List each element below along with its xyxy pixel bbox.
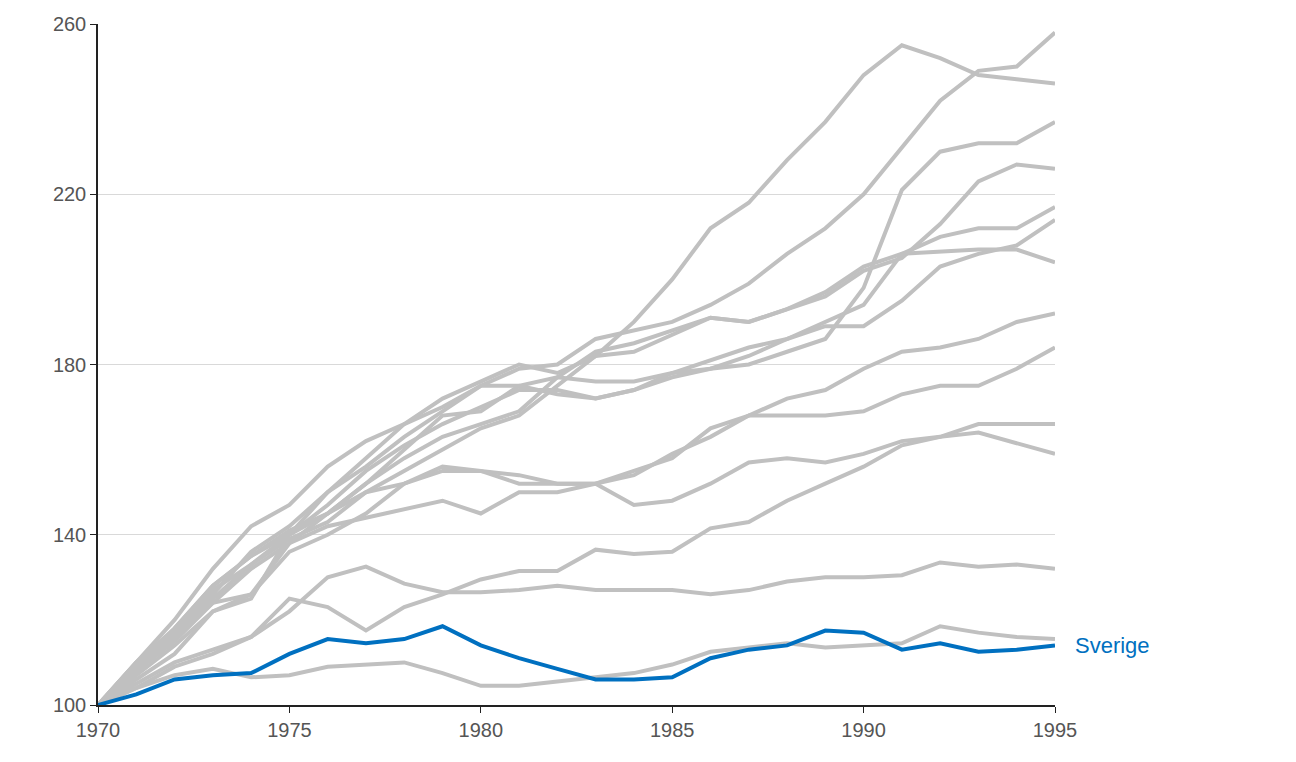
svg-text:140: 140 [53, 524, 86, 546]
svg-text:100: 100 [53, 694, 86, 716]
svg-text:Sverige: Sverige [1075, 633, 1150, 658]
svg-text:1975: 1975 [267, 719, 312, 741]
svg-text:180: 180 [53, 354, 86, 376]
svg-text:1990: 1990 [841, 719, 886, 741]
svg-text:220: 220 [53, 183, 86, 205]
svg-text:1980: 1980 [459, 719, 504, 741]
svg-text:1995: 1995 [1033, 719, 1078, 741]
svg-text:260: 260 [53, 13, 86, 35]
svg-text:1985: 1985 [650, 719, 695, 741]
svg-text:1970: 1970 [76, 719, 121, 741]
